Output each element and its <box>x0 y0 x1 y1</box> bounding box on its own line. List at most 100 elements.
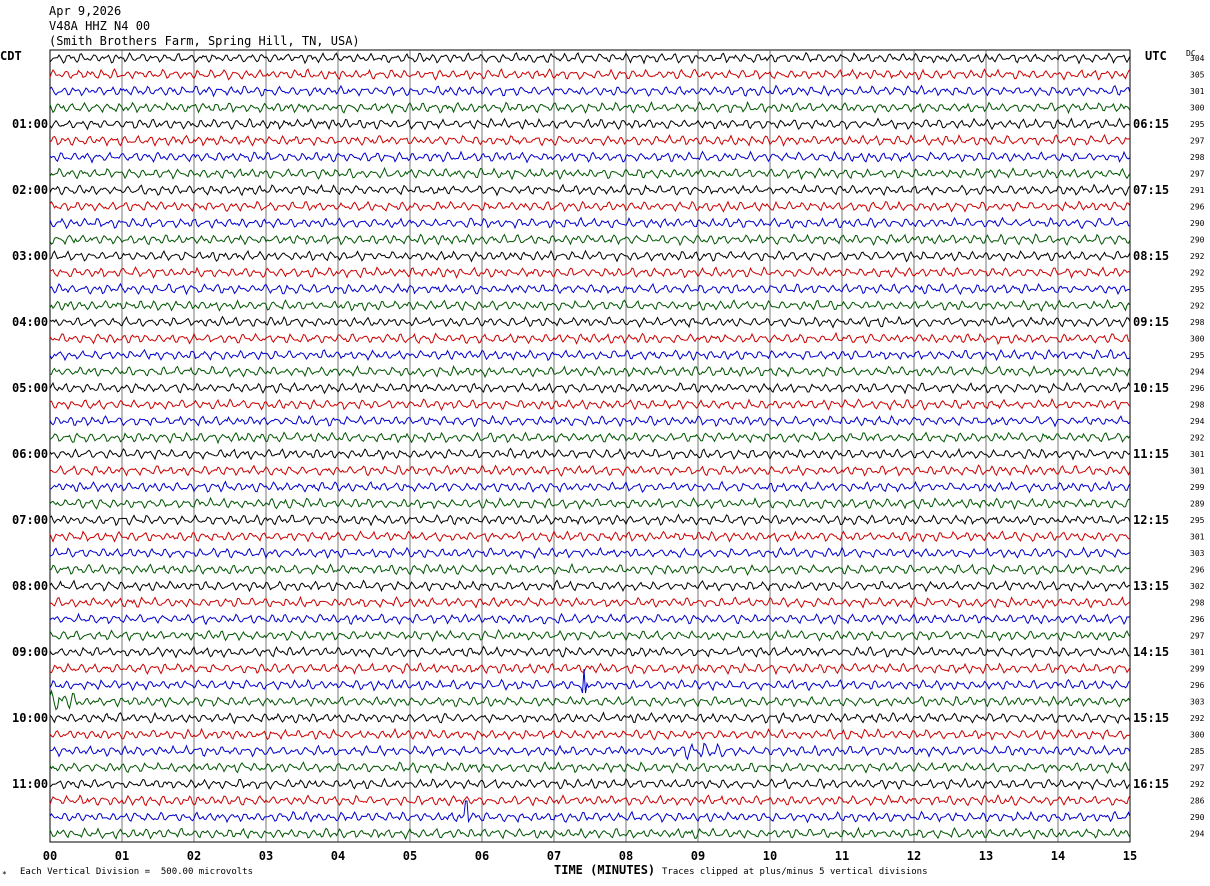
dc-offset-label: 290 <box>1190 236 1205 245</box>
x-tick-label: 11 <box>835 849 849 863</box>
trace-20 <box>49 381 1131 395</box>
dc-offset-label: 296 <box>1190 681 1205 690</box>
left-timezone-label: CDT <box>0 49 22 63</box>
dc-offset-label: 290 <box>1190 813 1205 822</box>
trace-42 <box>49 742 1131 761</box>
dc-offset-label: 298 <box>1190 153 1205 162</box>
right-hour-label: 08:15 <box>1133 249 1169 263</box>
x-tick-label: 07 <box>547 849 561 863</box>
right-hour-label: 11:15 <box>1133 447 1169 461</box>
left-hour-label: 06:00 <box>12 447 48 461</box>
plot-frame <box>49 49 1131 843</box>
right-hour-label: 14:15 <box>1133 645 1169 659</box>
trace-24 <box>49 447 1131 461</box>
x-tick-label: 08 <box>619 849 633 863</box>
dc-offset-label: 295 <box>1190 120 1205 129</box>
trace-3 <box>49 100 1131 115</box>
trace-25 <box>49 464 1131 477</box>
dc-offset-label: 292 <box>1190 302 1205 311</box>
right-hour-label: 13:15 <box>1133 579 1169 593</box>
trace-23 <box>49 431 1131 445</box>
trace-4 <box>49 117 1131 131</box>
dc-offset-label: 301 <box>1190 450 1205 459</box>
dc-offset-label: 295 <box>1190 351 1205 360</box>
trace-1 <box>49 68 1131 81</box>
scale-note: Each Vertical Division = 500.00 microvol… <box>20 867 253 877</box>
dc-offset-label: 304 <box>1190 54 1205 63</box>
dc-offset-label: 303 <box>1190 549 1205 558</box>
x-tick-label: 01 <box>115 849 129 863</box>
left-hour-label: 02:00 <box>12 183 48 197</box>
dc-offset-label: 296 <box>1190 566 1205 575</box>
dc-offset-label: 286 <box>1190 797 1205 806</box>
trace-9 <box>49 200 1131 213</box>
trace-26 <box>49 480 1131 494</box>
dc-offset-label: 297 <box>1190 764 1205 773</box>
dc-offset-label: 305 <box>1190 71 1205 80</box>
x-axis-title: TIME (MINUTES) <box>554 863 656 877</box>
x-tick-label: 02 <box>187 849 201 863</box>
left-hour-label: 05:00 <box>12 381 48 395</box>
trace-38 <box>49 668 1131 694</box>
header-station: V48A HHZ N4 00 <box>49 19 151 33</box>
x-tick-label: 15 <box>1123 849 1137 863</box>
dc-offset-label: 297 <box>1190 137 1205 146</box>
trace-13 <box>49 266 1131 279</box>
trace-46 <box>49 800 1131 824</box>
trace-5 <box>49 133 1131 148</box>
trace-40 <box>49 711 1131 725</box>
right-hour-label: 09:15 <box>1133 315 1169 329</box>
trace-34 <box>49 612 1131 626</box>
trace-6 <box>49 150 1131 164</box>
x-tick-label: 09 <box>691 849 705 863</box>
dc-offset-label: 301 <box>1190 533 1205 542</box>
dc-offset-label: 294 <box>1190 368 1205 377</box>
trace-15 <box>49 298 1131 313</box>
dc-offset-label: 301 <box>1190 467 1205 476</box>
right-timezone-label: UTC <box>1145 49 1167 63</box>
dc-offset-label: 291 <box>1190 186 1205 195</box>
trace-29 <box>49 530 1131 543</box>
dc-offset-label: 292 <box>1190 269 1205 278</box>
dc-offset-label: 298 <box>1190 599 1205 608</box>
trace-30 <box>49 546 1131 560</box>
dc-offset-label: 301 <box>1190 87 1205 96</box>
trace-10 <box>49 216 1131 230</box>
trace-43 <box>49 761 1131 775</box>
dc-offset-label: 296 <box>1190 384 1205 393</box>
dc-offset-label: 299 <box>1190 483 1205 492</box>
dc-offset-label: 295 <box>1190 285 1205 294</box>
dc-offset-label: 296 <box>1190 203 1205 212</box>
dc-offset-label: 298 <box>1190 318 1205 327</box>
dc-offset-label: 285 <box>1190 747 1205 756</box>
left-hour-label: 11:00 <box>12 777 48 791</box>
header-date: Apr 9,2026 <box>49 4 122 18</box>
dc-offset-label: 296 <box>1190 615 1205 624</box>
x-tick-label: 10 <box>763 849 777 863</box>
dc-offset-label: 303 <box>1190 698 1205 707</box>
dc-offset-label: 292 <box>1190 780 1205 789</box>
trace-21 <box>49 397 1131 411</box>
trace-7 <box>49 166 1131 181</box>
x-tick-label: 00 <box>43 849 57 863</box>
dc-offset-label: 300 <box>1190 731 1205 740</box>
dc-offset-label: 299 <box>1190 665 1205 674</box>
trace-18 <box>49 348 1131 362</box>
trace-28 <box>49 513 1131 527</box>
left-hour-label: 10:00 <box>12 711 48 725</box>
trace-33 <box>49 595 1131 609</box>
trace-44 <box>49 777 1131 791</box>
dc-offset-label: 298 <box>1190 401 1205 410</box>
trace-39 <box>49 689 1131 711</box>
dc-offset-label: 297 <box>1190 170 1205 179</box>
trace-19 <box>49 364 1131 379</box>
trace-17 <box>49 331 1131 345</box>
left-hour-label: 08:00 <box>12 579 48 593</box>
dc-offset-label: 292 <box>1190 252 1205 261</box>
trace-36 <box>49 645 1131 659</box>
trace-47 <box>49 826 1131 841</box>
dc-offset-label: 290 <box>1190 219 1205 228</box>
trace-11 <box>49 233 1131 247</box>
trace-31 <box>49 562 1131 577</box>
